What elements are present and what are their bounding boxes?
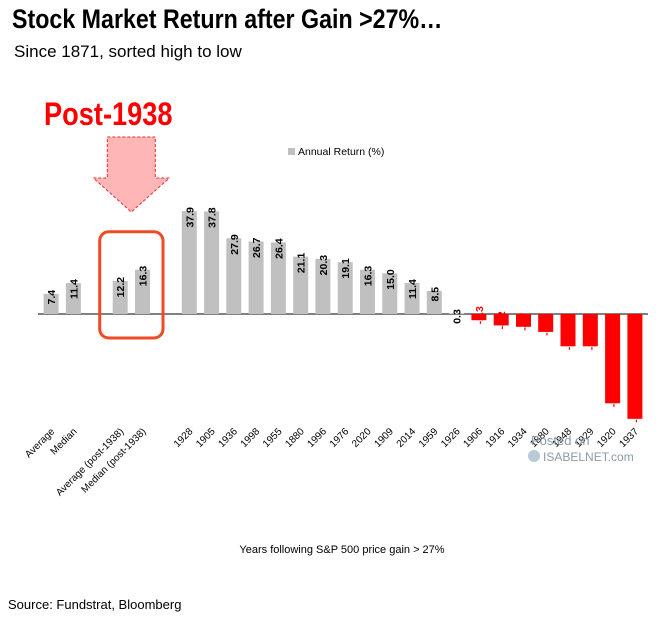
bar bbox=[315, 258, 331, 314]
data-label: 15.0 bbox=[385, 269, 397, 290]
down-arrow-icon bbox=[91, 136, 171, 213]
category-label: 1926 bbox=[439, 426, 463, 450]
bar bbox=[337, 262, 353, 314]
category-label: 1905 bbox=[194, 426, 218, 450]
bar bbox=[43, 293, 59, 314]
category-label: 1906 bbox=[462, 426, 486, 450]
bar bbox=[112, 280, 128, 314]
data-label: 12.2 bbox=[115, 277, 127, 298]
highlight-box bbox=[98, 230, 165, 340]
bar bbox=[270, 242, 286, 314]
category-label: 1936 bbox=[216, 426, 240, 450]
category-label: 1996 bbox=[306, 426, 330, 450]
data-label: -6.6 bbox=[541, 318, 553, 336]
bar bbox=[605, 314, 621, 404]
chart-subtitle: Since 1871, sorted high to low bbox=[14, 42, 242, 61]
watermark-line2: ISABELNET.com bbox=[543, 450, 634, 464]
data-label: -32.9 bbox=[608, 383, 620, 407]
data-label: 16.3 bbox=[363, 266, 375, 287]
category-label: 2014 bbox=[395, 426, 419, 450]
data-label: -2.3 bbox=[474, 306, 486, 324]
data-label: 7.4 bbox=[46, 290, 58, 305]
data-label: 11.4 bbox=[68, 279, 80, 299]
category-label: 1916 bbox=[484, 426, 508, 450]
watermark-line1: Posted on bbox=[531, 433, 590, 448]
bar bbox=[135, 269, 150, 314]
source-note: Source: Fundstrat, Bloomberg bbox=[8, 597, 182, 612]
bar bbox=[181, 211, 197, 314]
category-label: 2020 bbox=[350, 426, 374, 450]
data-label: 8.5 bbox=[429, 287, 441, 302]
category-label: 1928 bbox=[172, 426, 196, 450]
x-axis-title: Years following S&P 500 price gain > 27% bbox=[239, 544, 444, 556]
data-label: 37.8 bbox=[207, 207, 219, 228]
data-label: 11.4 bbox=[407, 279, 419, 299]
bar bbox=[404, 283, 420, 314]
bar bbox=[360, 269, 375, 314]
data-label: -4.2 bbox=[496, 311, 508, 329]
category-label: 1959 bbox=[417, 426, 441, 450]
data-label: -11.9 bbox=[585, 327, 597, 351]
bar bbox=[493, 314, 509, 326]
bar bbox=[471, 314, 487, 321]
legend-label: Annual Return (%) bbox=[298, 146, 384, 158]
data-label: -11.9 bbox=[563, 327, 575, 351]
data-label: 20.3 bbox=[318, 255, 330, 276]
category-label: 1934 bbox=[506, 426, 530, 450]
category-label: 1880 bbox=[283, 426, 307, 450]
category-label: 1976 bbox=[328, 426, 352, 450]
category-label: 1909 bbox=[372, 426, 396, 450]
legend-swatch bbox=[288, 148, 295, 155]
data-label: -4.7 bbox=[519, 313, 531, 331]
data-label: 27.9 bbox=[229, 234, 241, 255]
bar bbox=[382, 273, 398, 314]
category-label: 1955 bbox=[261, 426, 285, 450]
bar bbox=[426, 290, 442, 314]
data-label: 26.4 bbox=[273, 238, 285, 259]
bar bbox=[248, 241, 264, 314]
bar bbox=[226, 238, 242, 314]
bar bbox=[627, 314, 643, 419]
globe-icon bbox=[528, 450, 540, 462]
category-label: 1998 bbox=[239, 426, 263, 450]
bar bbox=[65, 283, 81, 314]
highlight-label: Post-1938 bbox=[44, 96, 173, 132]
watermark: Posted on ISABELNET.com bbox=[528, 433, 634, 464]
data-label: 37.9 bbox=[184, 207, 196, 228]
bar bbox=[449, 313, 465, 314]
data-label: 19.1 bbox=[340, 258, 352, 279]
category-label: Average bbox=[23, 426, 57, 460]
bar bbox=[204, 211, 220, 314]
data-label: 16.3 bbox=[138, 266, 150, 287]
data-label: -38.6 bbox=[630, 399, 642, 423]
bar bbox=[293, 256, 309, 314]
bar bbox=[582, 314, 598, 347]
bar bbox=[516, 314, 531, 327]
data-label: 21.1 bbox=[296, 253, 308, 274]
chart-title: Stock Market Return after Gain >27%… bbox=[12, 4, 443, 34]
data-label: 0.3 bbox=[452, 309, 464, 324]
bar bbox=[560, 314, 576, 347]
bar bbox=[538, 314, 554, 332]
data-label: 26.7 bbox=[251, 237, 263, 258]
